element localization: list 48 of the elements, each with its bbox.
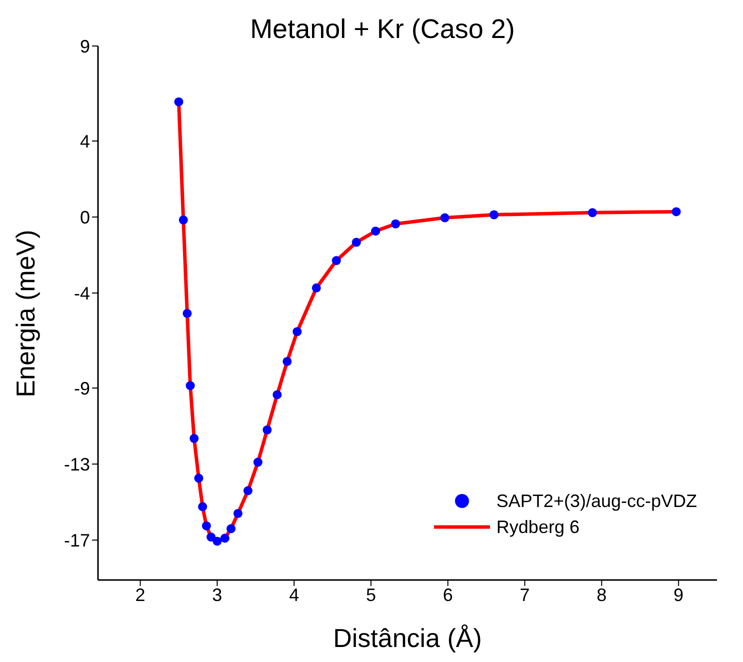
point [233, 508, 242, 518]
x-tick-label: 7 [520, 584, 530, 605]
point [178, 215, 188, 224]
x-tick-label: 5 [366, 584, 376, 605]
x-tick-label: 8 [596, 584, 607, 605]
legend-label: SAPT2+(3)/aug-cc-pVDZ [496, 490, 697, 512]
point [282, 356, 292, 366]
point [202, 521, 211, 530]
point [272, 390, 282, 400]
y-tick-label: -9 [74, 378, 90, 398]
x-tick-label: 9 [674, 584, 684, 605]
y-tick-label: 9 [80, 36, 90, 56]
point [190, 434, 199, 443]
point [194, 474, 204, 483]
point [440, 213, 450, 222]
point [198, 502, 208, 512]
point [243, 486, 252, 496]
y-tick-label: 0 [80, 207, 90, 228]
point [220, 534, 230, 543]
x-tick-label: 2 [135, 584, 146, 605]
point [182, 308, 192, 318]
point [253, 458, 262, 467]
point [292, 327, 302, 336]
point [174, 97, 184, 106]
point [672, 207, 681, 216]
y-tick-label: -4 [74, 283, 90, 304]
point [226, 524, 236, 534]
point [371, 226, 380, 236]
point [312, 283, 321, 292]
legend-label: Rydberg 6 [496, 516, 580, 538]
point [262, 425, 272, 434]
y-tick-label: -13 [64, 454, 90, 474]
point [489, 210, 499, 220]
chart-title: Metanol + Kr (Caso 2) [250, 14, 515, 44]
point [206, 532, 216, 542]
y-tick-label: -17 [64, 530, 90, 550]
point [391, 219, 400, 228]
x-tick-label: 6 [442, 584, 453, 605]
x-tick-label: 4 [289, 584, 300, 605]
x-axis-title: Distância (Å) [332, 623, 483, 654]
point [588, 208, 597, 218]
point [332, 256, 341, 266]
point [186, 381, 195, 390]
point [212, 536, 222, 546]
x-tick-label: 3 [212, 584, 222, 605]
point [352, 238, 361, 247]
y-tick-label: 4 [80, 131, 90, 152]
y-axis-title: Energia (meV) [10, 229, 42, 397]
